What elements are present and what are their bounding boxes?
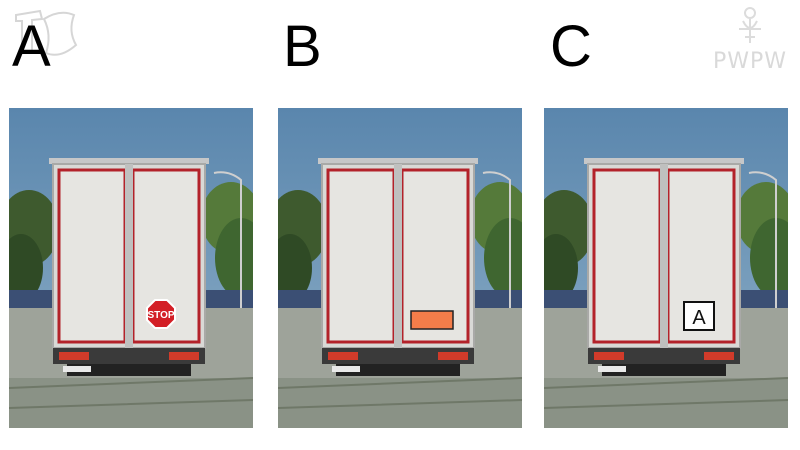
truck-photo-a[interactable]: STOP xyxy=(9,108,253,428)
option-label-a: A xyxy=(12,14,51,79)
watermark-logo-right: PWPW xyxy=(705,5,795,77)
orange-warning-plate xyxy=(410,310,454,330)
option-label-b: B xyxy=(283,14,322,79)
truck-photo-b[interactable] xyxy=(278,108,522,428)
option-label-c: C xyxy=(550,14,592,79)
watermark-text: PWPW xyxy=(712,49,788,74)
truck-photo-c[interactable]: A xyxy=(544,108,788,428)
white-a-plate xyxy=(683,301,715,331)
plate-a-text: A xyxy=(692,307,706,329)
stop-sign-text: STOP xyxy=(147,310,174,321)
watermark-logo-left xyxy=(8,5,78,63)
